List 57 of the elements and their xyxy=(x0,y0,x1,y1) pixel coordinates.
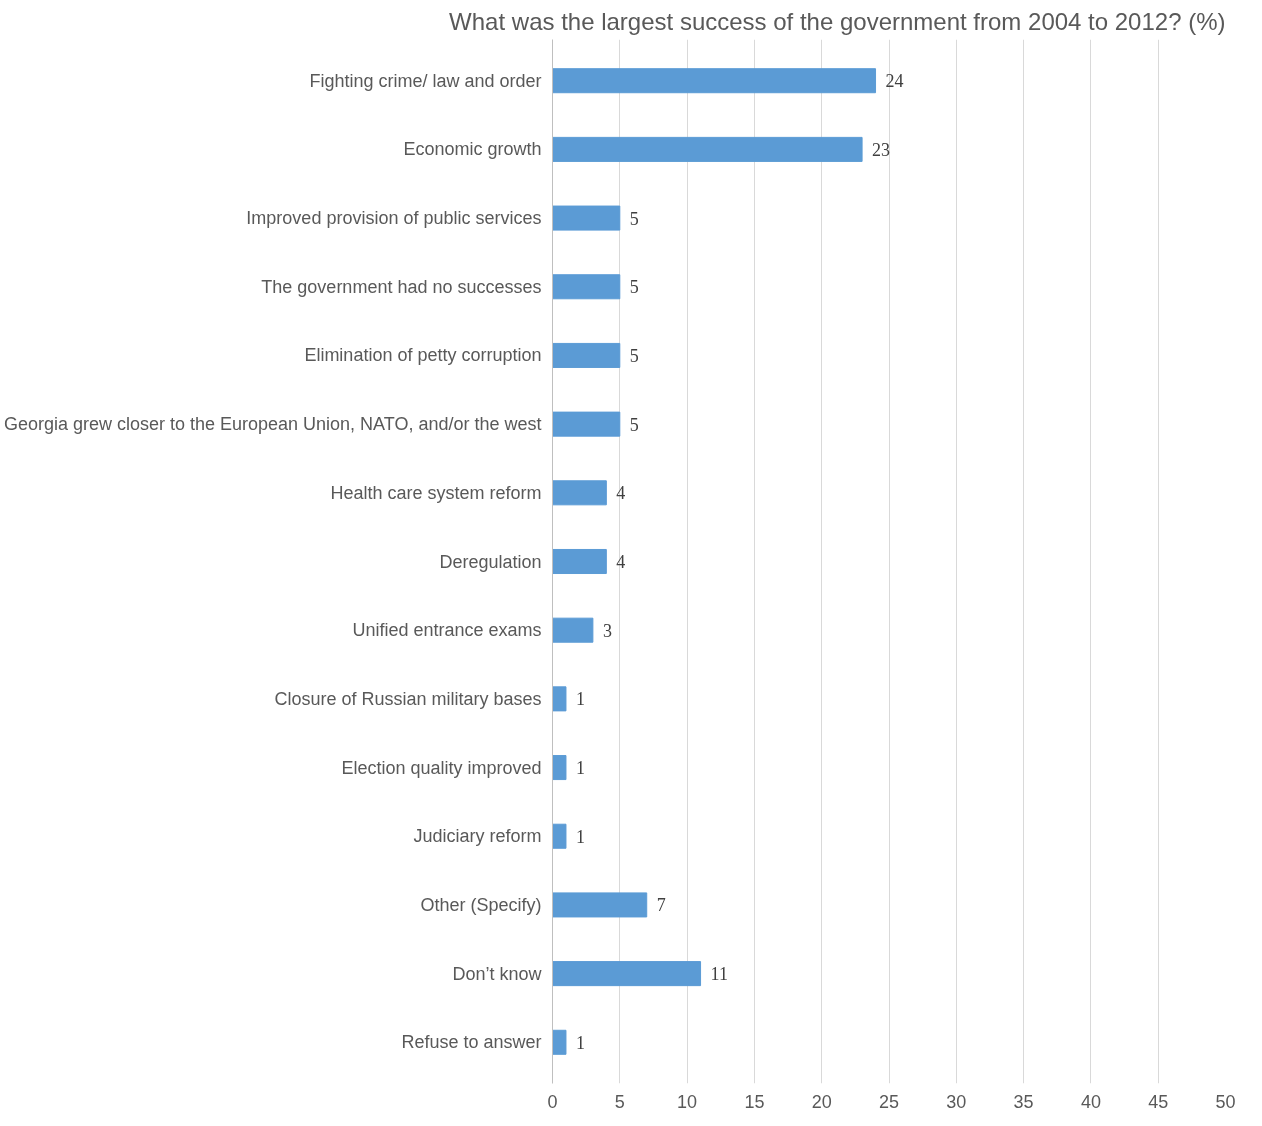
data-label: 5 xyxy=(629,208,639,229)
bar xyxy=(552,823,567,849)
bar xyxy=(552,342,621,368)
x-tick-label: 25 xyxy=(878,1091,900,1112)
bar xyxy=(552,205,621,231)
bar xyxy=(552,892,648,918)
x-tick-label: 50 xyxy=(1215,1091,1236,1112)
bar xyxy=(552,961,702,987)
bar xyxy=(552,686,567,712)
x-tick-label: 45 xyxy=(1148,1091,1169,1112)
data-label: 23 xyxy=(872,139,891,160)
y-tick-label: Refuse to answer xyxy=(401,1032,542,1053)
data-label: 3 xyxy=(602,620,612,641)
x-tick-label: 5 xyxy=(614,1091,625,1112)
bar xyxy=(552,617,594,643)
data-label: 4 xyxy=(616,483,626,504)
y-tick-label: Judiciary reform xyxy=(413,826,542,847)
y-tick-label: Improved provision of public services xyxy=(246,208,542,229)
data-label: 11 xyxy=(710,964,728,985)
chart-title: What was the largest success of the government from 2004 to 2012? (%) xyxy=(449,7,1226,35)
x-tick-label: 15 xyxy=(744,1091,765,1112)
x-tick-label: 30 xyxy=(946,1091,967,1112)
bar xyxy=(552,68,877,94)
y-tick-label: The government had no successes xyxy=(261,276,542,297)
y-tick-label: Economic growth xyxy=(403,139,542,160)
bar xyxy=(552,480,607,506)
bar xyxy=(552,136,863,162)
bar xyxy=(552,755,567,781)
y-tick-label: Election quality improved xyxy=(341,757,542,778)
y-tick-label: Elimination of petty corruption xyxy=(304,345,542,366)
y-tick-label: Closure of Russian military bases xyxy=(274,688,542,709)
y-tick-label: Georgia grew closer to the European Union, NATO, and/or the west xyxy=(3,414,542,435)
y-tick-label: Don’t know xyxy=(452,963,543,984)
y-tick-label: Unified entrance exams xyxy=(352,620,542,641)
y-tick-label: Other (Specify) xyxy=(420,894,542,915)
bar xyxy=(552,1029,567,1055)
data-label: 24 xyxy=(885,71,904,92)
x-tick-label: 20 xyxy=(811,1091,832,1112)
data-label: 7 xyxy=(656,895,666,916)
data-label: 1 xyxy=(575,826,585,847)
data-label: 1 xyxy=(575,689,585,710)
data-label: 5 xyxy=(629,414,639,435)
data-label: 1 xyxy=(575,1032,585,1053)
data-label: 5 xyxy=(629,277,639,298)
x-tick-label: 10 xyxy=(677,1091,698,1112)
bar xyxy=(552,548,607,575)
data-label: 1 xyxy=(575,758,585,779)
data-label: 4 xyxy=(616,552,626,572)
x-tick-label: 40 xyxy=(1080,1091,1101,1112)
x-tick-label: 0 xyxy=(547,1091,558,1112)
bar xyxy=(552,411,621,437)
bar xyxy=(552,274,621,300)
y-tick-label: Deregulation xyxy=(439,551,542,572)
x-tick-label: 35 xyxy=(1013,1091,1034,1112)
data-label: 5 xyxy=(629,345,639,366)
y-tick-label: Health care system reform xyxy=(330,482,542,503)
y-tick-label: Fighting crime/ law and order xyxy=(309,70,542,91)
